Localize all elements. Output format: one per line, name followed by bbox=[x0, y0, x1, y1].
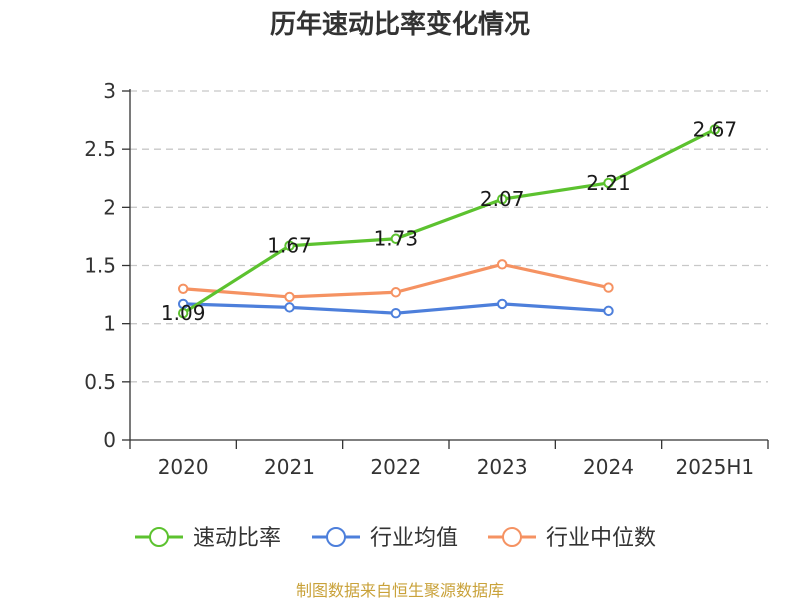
data-labels: 1.09 1.67 1.73 2.07 2.21 2.67 bbox=[161, 117, 737, 325]
data-label: 2.67 bbox=[693, 117, 738, 141]
chart-title: 历年速动比率变化情况 bbox=[270, 9, 530, 40]
legend-label: 速动比率 bbox=[193, 526, 281, 551]
data-point bbox=[496, 298, 508, 310]
series-line bbox=[181, 127, 717, 315]
data-point bbox=[709, 124, 721, 135]
y-tick-label: 0.5 bbox=[84, 370, 116, 394]
legend-swatch-marker bbox=[149, 527, 169, 547]
data-point bbox=[496, 259, 508, 270]
data-label: 1.09 bbox=[161, 301, 206, 325]
data-point bbox=[603, 177, 614, 189]
data-point bbox=[284, 240, 295, 251]
y-tick-label: 1.5 bbox=[84, 254, 116, 278]
y-axis: 0 0.5 1 1.5 2 2.5 3 bbox=[84, 79, 131, 452]
data-point bbox=[284, 291, 295, 303]
legend-label: 行业中位数 bbox=[546, 526, 656, 551]
x-tick-label: 2025H1 bbox=[675, 455, 754, 479]
data-point bbox=[390, 233, 402, 244]
x-tick-label: 2023 bbox=[477, 455, 528, 479]
x-tick-label: 2022 bbox=[370, 455, 421, 479]
y-tick-label: 3 bbox=[103, 79, 116, 103]
data-point bbox=[177, 283, 189, 294]
data-point bbox=[284, 302, 295, 313]
data-label: 1.73 bbox=[374, 227, 419, 251]
data-point bbox=[603, 282, 614, 293]
data-point bbox=[177, 307, 189, 319]
data-point bbox=[390, 287, 402, 298]
x-tick-label: 2024 bbox=[583, 455, 634, 479]
legend-label: 行业均值 bbox=[370, 526, 458, 551]
y-tick-label: 2 bbox=[103, 195, 116, 219]
x-axis: 2020 2021 2022 2023 2024 2025H1 bbox=[129, 439, 769, 479]
data-label: 2.21 bbox=[586, 171, 631, 195]
data-point bbox=[603, 305, 614, 317]
series-layer bbox=[177, 124, 721, 319]
data-point bbox=[390, 307, 402, 319]
grid-lines bbox=[130, 90, 768, 383]
legend-swatch-marker bbox=[502, 527, 522, 547]
x-tick-label: 2021 bbox=[264, 455, 315, 479]
legend: 速动比率 行业均值 行业中位数 bbox=[135, 526, 656, 551]
y-tick-label: 2.5 bbox=[84, 137, 116, 161]
source-note: 制图数据来自恒生聚源数据库 bbox=[296, 581, 504, 600]
data-label: 2.07 bbox=[480, 187, 525, 211]
x-tick-label: 2020 bbox=[158, 455, 209, 479]
data-point bbox=[496, 193, 508, 205]
legend-swatch-marker bbox=[326, 527, 346, 547]
y-tick-label: 1 bbox=[103, 312, 116, 336]
y-tick-label: 0 bbox=[103, 428, 116, 452]
data-label: 1.67 bbox=[267, 234, 312, 258]
